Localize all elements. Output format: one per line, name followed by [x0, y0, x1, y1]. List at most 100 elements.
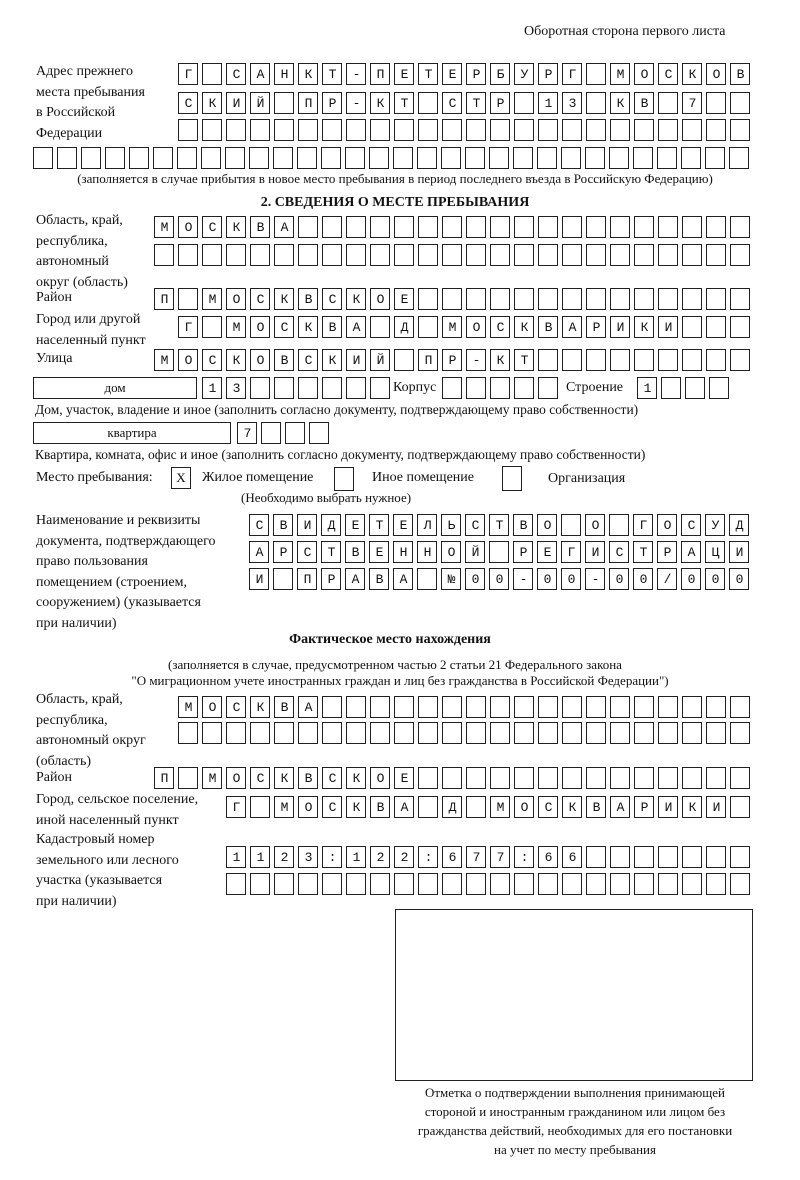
- letter-cell[interactable]: [490, 722, 510, 744]
- letter-cell[interactable]: [586, 873, 606, 895]
- letter-cell[interactable]: [442, 244, 462, 266]
- letter-cell[interactable]: [466, 316, 486, 338]
- letter-cell[interactable]: [226, 92, 246, 114]
- letter-cell[interactable]: [513, 541, 533, 563]
- letter-cell[interactable]: [178, 349, 198, 371]
- letter-cell[interactable]: [202, 216, 222, 238]
- letter-cell[interactable]: [249, 147, 269, 169]
- letter-cell[interactable]: [249, 568, 269, 590]
- letter-cell[interactable]: [682, 796, 702, 818]
- letter-cell[interactable]: [514, 244, 534, 266]
- letter-cell[interactable]: [393, 541, 413, 563]
- letter-cell[interactable]: [514, 316, 534, 338]
- letter-cell[interactable]: [261, 422, 281, 444]
- letter-cell[interactable]: [370, 377, 390, 399]
- letter-cell[interactable]: [706, 288, 726, 310]
- letter-cell[interactable]: [178, 722, 198, 744]
- letter-cell[interactable]: [346, 63, 366, 85]
- letter-cell[interactable]: [226, 873, 246, 895]
- letter-cell[interactable]: [202, 288, 222, 310]
- letter-cell[interactable]: [705, 568, 725, 590]
- letter-cell[interactable]: [394, 767, 414, 789]
- letter-cell[interactable]: [274, 377, 294, 399]
- letter-cell[interactable]: [561, 147, 581, 169]
- letter-cell[interactable]: [706, 349, 726, 371]
- letter-cell[interactable]: [466, 767, 486, 789]
- letter-cell[interactable]: [681, 541, 701, 563]
- letter-cell[interactable]: [298, 796, 318, 818]
- letter-cell[interactable]: [442, 696, 462, 718]
- letter-cell[interactable]: [226, 288, 246, 310]
- letter-cell[interactable]: [226, 767, 246, 789]
- letter-cell[interactable]: [729, 514, 749, 536]
- letter-cell[interactable]: [562, 316, 582, 338]
- letter-cell[interactable]: [610, 873, 630, 895]
- letter-cell[interactable]: [57, 147, 77, 169]
- letter-cell[interactable]: [274, 846, 294, 868]
- letter-cell[interactable]: [370, 119, 390, 141]
- letter-cell[interactable]: [298, 63, 318, 85]
- letter-cell[interactable]: [489, 568, 509, 590]
- letter-cell[interactable]: [418, 63, 438, 85]
- letter-cell[interactable]: [634, 92, 654, 114]
- letter-cell[interactable]: [322, 377, 342, 399]
- letter-cell[interactable]: [706, 92, 726, 114]
- letter-cell[interactable]: [177, 147, 197, 169]
- letter-cell[interactable]: [442, 873, 462, 895]
- letter-cell[interactable]: [322, 244, 342, 266]
- letter-cell[interactable]: [298, 722, 318, 744]
- letter-cell[interactable]: [441, 541, 461, 563]
- letter-cell[interactable]: [538, 316, 558, 338]
- letter-cell[interactable]: [730, 92, 750, 114]
- letter-cell[interactable]: [681, 514, 701, 536]
- letter-cell[interactable]: [730, 722, 750, 744]
- letter-cell[interactable]: [321, 541, 341, 563]
- letter-cell[interactable]: [274, 349, 294, 371]
- letter-cell[interactable]: [682, 846, 702, 868]
- letter-cell[interactable]: [154, 767, 174, 789]
- letter-cell[interactable]: [633, 541, 653, 563]
- letter-cell[interactable]: [537, 541, 557, 563]
- letter-cell[interactable]: [322, 216, 342, 238]
- letter-cell[interactable]: [706, 244, 726, 266]
- letter-cell[interactable]: [322, 349, 342, 371]
- letter-cell[interactable]: [730, 316, 750, 338]
- letter-cell[interactable]: [730, 696, 750, 718]
- letter-cell[interactable]: [274, 244, 294, 266]
- letter-cell[interactable]: [370, 846, 390, 868]
- letter-cell[interactable]: [490, 316, 510, 338]
- letter-cell[interactable]: [250, 349, 270, 371]
- letter-cell[interactable]: [489, 147, 509, 169]
- letter-cell[interactable]: [489, 514, 509, 536]
- letter-cell[interactable]: [394, 316, 414, 338]
- letter-cell[interactable]: [345, 514, 365, 536]
- letter-cell[interactable]: [201, 147, 221, 169]
- letter-cell[interactable]: [442, 349, 462, 371]
- letter-cell[interactable]: [418, 696, 438, 718]
- letter-cell[interactable]: [658, 92, 678, 114]
- letter-cell[interactable]: [514, 796, 534, 818]
- letter-cell[interactable]: [633, 147, 653, 169]
- letter-cell[interactable]: [441, 147, 461, 169]
- letter-cell[interactable]: [370, 216, 390, 238]
- letter-cell[interactable]: [33, 147, 53, 169]
- letter-cell[interactable]: [514, 92, 534, 114]
- letter-cell[interactable]: [178, 63, 198, 85]
- letter-cell[interactable]: [538, 349, 558, 371]
- letter-cell[interactable]: [394, 216, 414, 238]
- letter-cell[interactable]: [465, 568, 485, 590]
- house-type-field[interactable]: дом: [33, 377, 197, 399]
- letter-cell[interactable]: [178, 92, 198, 114]
- letter-cell[interactable]: [514, 216, 534, 238]
- letter-cell[interactable]: [538, 767, 558, 789]
- letter-cell[interactable]: [538, 873, 558, 895]
- letter-cell[interactable]: [322, 873, 342, 895]
- letter-cell[interactable]: [273, 541, 293, 563]
- letter-cell[interactable]: [490, 92, 510, 114]
- letter-cell[interactable]: [634, 696, 654, 718]
- letter-cell[interactable]: [418, 316, 438, 338]
- letter-cell[interactable]: [441, 514, 461, 536]
- letter-cell[interactable]: [346, 377, 366, 399]
- letter-cell[interactable]: [562, 696, 582, 718]
- letter-cell[interactable]: [610, 722, 630, 744]
